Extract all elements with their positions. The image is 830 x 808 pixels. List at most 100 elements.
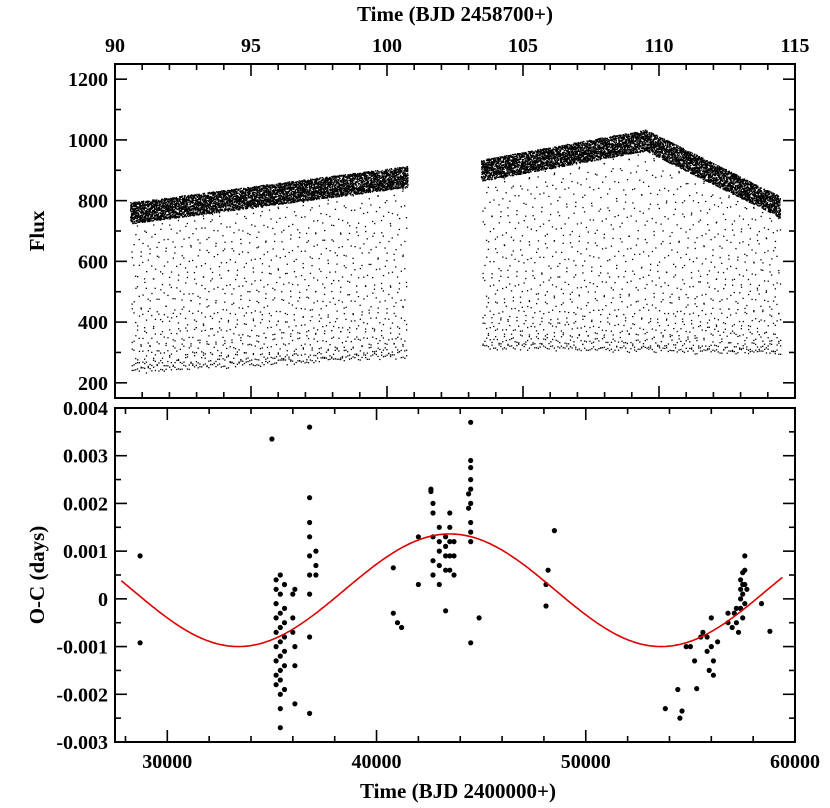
flux-point: [232, 192, 234, 194]
flux-point: [288, 251, 290, 254]
flux-point: [305, 196, 307, 199]
flux-point: [209, 212, 211, 214]
flux-point: [149, 218, 151, 220]
flux-point: [218, 192, 220, 194]
flux-point: [215, 365, 217, 368]
flux-point: [208, 236, 210, 239]
flux-point: [226, 192, 228, 194]
flux-point: [232, 206, 234, 208]
flux-point: [273, 189, 275, 191]
flux-point: [272, 338, 274, 341]
flux-point: [267, 197, 269, 199]
flux-point: [161, 284, 164, 286]
flux-point: [313, 354, 315, 357]
flux-point: [171, 210, 173, 212]
flux-point: [202, 354, 205, 356]
flux-point: [318, 361, 320, 363]
flux-point: [205, 205, 207, 207]
flux-point: [136, 209, 138, 211]
flux-point: [133, 301, 135, 303]
flux-point: [160, 228, 162, 230]
flux-point: [318, 314, 320, 316]
flux-point: [170, 203, 172, 205]
flux-point: [181, 362, 183, 364]
flux-point: [183, 364, 185, 366]
flux-point: [206, 365, 208, 368]
flux-point: [263, 193, 265, 195]
flux-point: [199, 242, 201, 244]
flux-point: [283, 197, 286, 199]
flux-point: [297, 229, 299, 231]
flux-point: [156, 219, 158, 221]
flux-point: [229, 361, 231, 364]
flux-point: [309, 272, 312, 274]
flux-point: [215, 201, 217, 203]
flux-point: [242, 208, 245, 210]
flux-point: [258, 341, 260, 343]
flux-point: [181, 338, 183, 340]
flux-point: [158, 241, 160, 244]
flux-point: [245, 194, 248, 196]
flux-point: [167, 208, 169, 210]
flux-point: [238, 196, 240, 199]
flux-point: [222, 206, 224, 208]
flux-point: [147, 367, 149, 369]
flux-point: [206, 298, 208, 301]
flux-point: [201, 284, 203, 287]
flux-point: [263, 190, 265, 192]
flux-point: [249, 360, 251, 362]
flux-point: [233, 202, 236, 204]
flux-point: [233, 189, 235, 192]
flux-point: [191, 211, 194, 213]
flux-point: [131, 251, 133, 253]
flux-point: [206, 210, 208, 212]
flux-point: [262, 206, 264, 208]
flux-point: [232, 190, 235, 192]
flux-point: [264, 203, 266, 205]
flux-point: [299, 186, 301, 188]
flux-point: [162, 215, 164, 217]
flux-point: [149, 307, 151, 310]
flux-point: [182, 200, 185, 202]
flux-point: [158, 313, 160, 315]
flux-point: [209, 196, 211, 198]
flux-point: [228, 207, 231, 209]
flux-point: [245, 190, 247, 192]
flux-point: [146, 211, 149, 213]
flux-point: [240, 190, 242, 192]
flux-point: [198, 203, 201, 205]
flux-point: [180, 209, 182, 212]
flux-point: [189, 205, 191, 208]
flux-point: [199, 363, 201, 365]
flux-point: [260, 201, 263, 203]
flux-point: [251, 283, 253, 285]
flux-point: [265, 358, 267, 360]
flux-point: [200, 196, 203, 199]
flux-point: [247, 306, 249, 308]
flux-point: [135, 335, 137, 337]
flux-point: [183, 198, 186, 200]
flux-point: [253, 203, 256, 205]
flux-point: [262, 194, 264, 197]
flux-point: [152, 219, 155, 222]
flux-point: [226, 356, 228, 358]
flux-point: [306, 331, 308, 333]
flux-point: [254, 205, 256, 207]
flux-point: [195, 327, 197, 329]
flux-point: [313, 338, 315, 340]
flux-point: [148, 209, 151, 211]
flux-point: [202, 364, 205, 366]
flux-point: [133, 202, 135, 204]
flux-point: [237, 197, 239, 200]
flux-point: [154, 318, 157, 320]
flux-point: [162, 206, 164, 209]
flux-point: [234, 190, 236, 192]
flux-point: [140, 215, 143, 217]
flux-point: [131, 203, 133, 206]
flux-point: [220, 366, 222, 368]
flux-point: [149, 211, 151, 213]
flux-point: [282, 193, 284, 195]
flux-point: [280, 197, 282, 199]
flux-point: [143, 219, 146, 222]
flux-point: [234, 366, 237, 368]
